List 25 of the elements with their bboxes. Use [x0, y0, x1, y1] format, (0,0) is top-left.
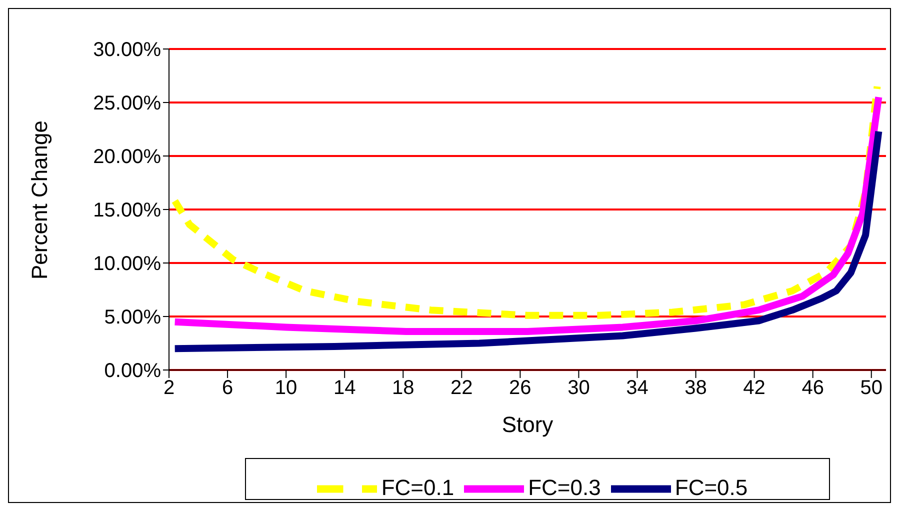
x-tick-label: 42: [743, 377, 766, 400]
x-tick-label: 26: [509, 377, 532, 400]
x-tick-label: 10: [274, 377, 298, 400]
x-tick-label: 6: [222, 377, 234, 400]
x-tick-label: 34: [626, 377, 648, 400]
y-tick-label: 25.00%: [93, 92, 162, 115]
legend-label: FC=0.5: [674, 474, 748, 500]
y-axis-title: Percent Change: [26, 120, 52, 280]
x-tick-label: 22: [450, 377, 473, 400]
y-tick-label: 0.00%: [104, 360, 162, 382]
legend-label: FC=0.1: [381, 474, 454, 500]
x-tick-label: 18: [392, 377, 414, 400]
y-tick-label: 10.00%: [93, 253, 162, 276]
y-tick-label: 5.00%: [104, 306, 162, 329]
x-axis-title: Story: [502, 412, 554, 437]
legend-label: FC=0.3: [528, 474, 601, 500]
y-tick-label: 30.00%: [93, 39, 162, 62]
x-tick-label: 30: [568, 377, 590, 400]
y-tick-label: 20.00%: [93, 146, 162, 168]
x-tick-label: 2: [163, 377, 175, 400]
x-tick-label: 50: [860, 377, 882, 400]
x-tick-label: 14: [333, 377, 356, 400]
x-tick-label: 46: [802, 377, 824, 400]
y-tick-label: 15.00%: [93, 200, 162, 222]
x-tick-label: 38: [684, 377, 707, 400]
